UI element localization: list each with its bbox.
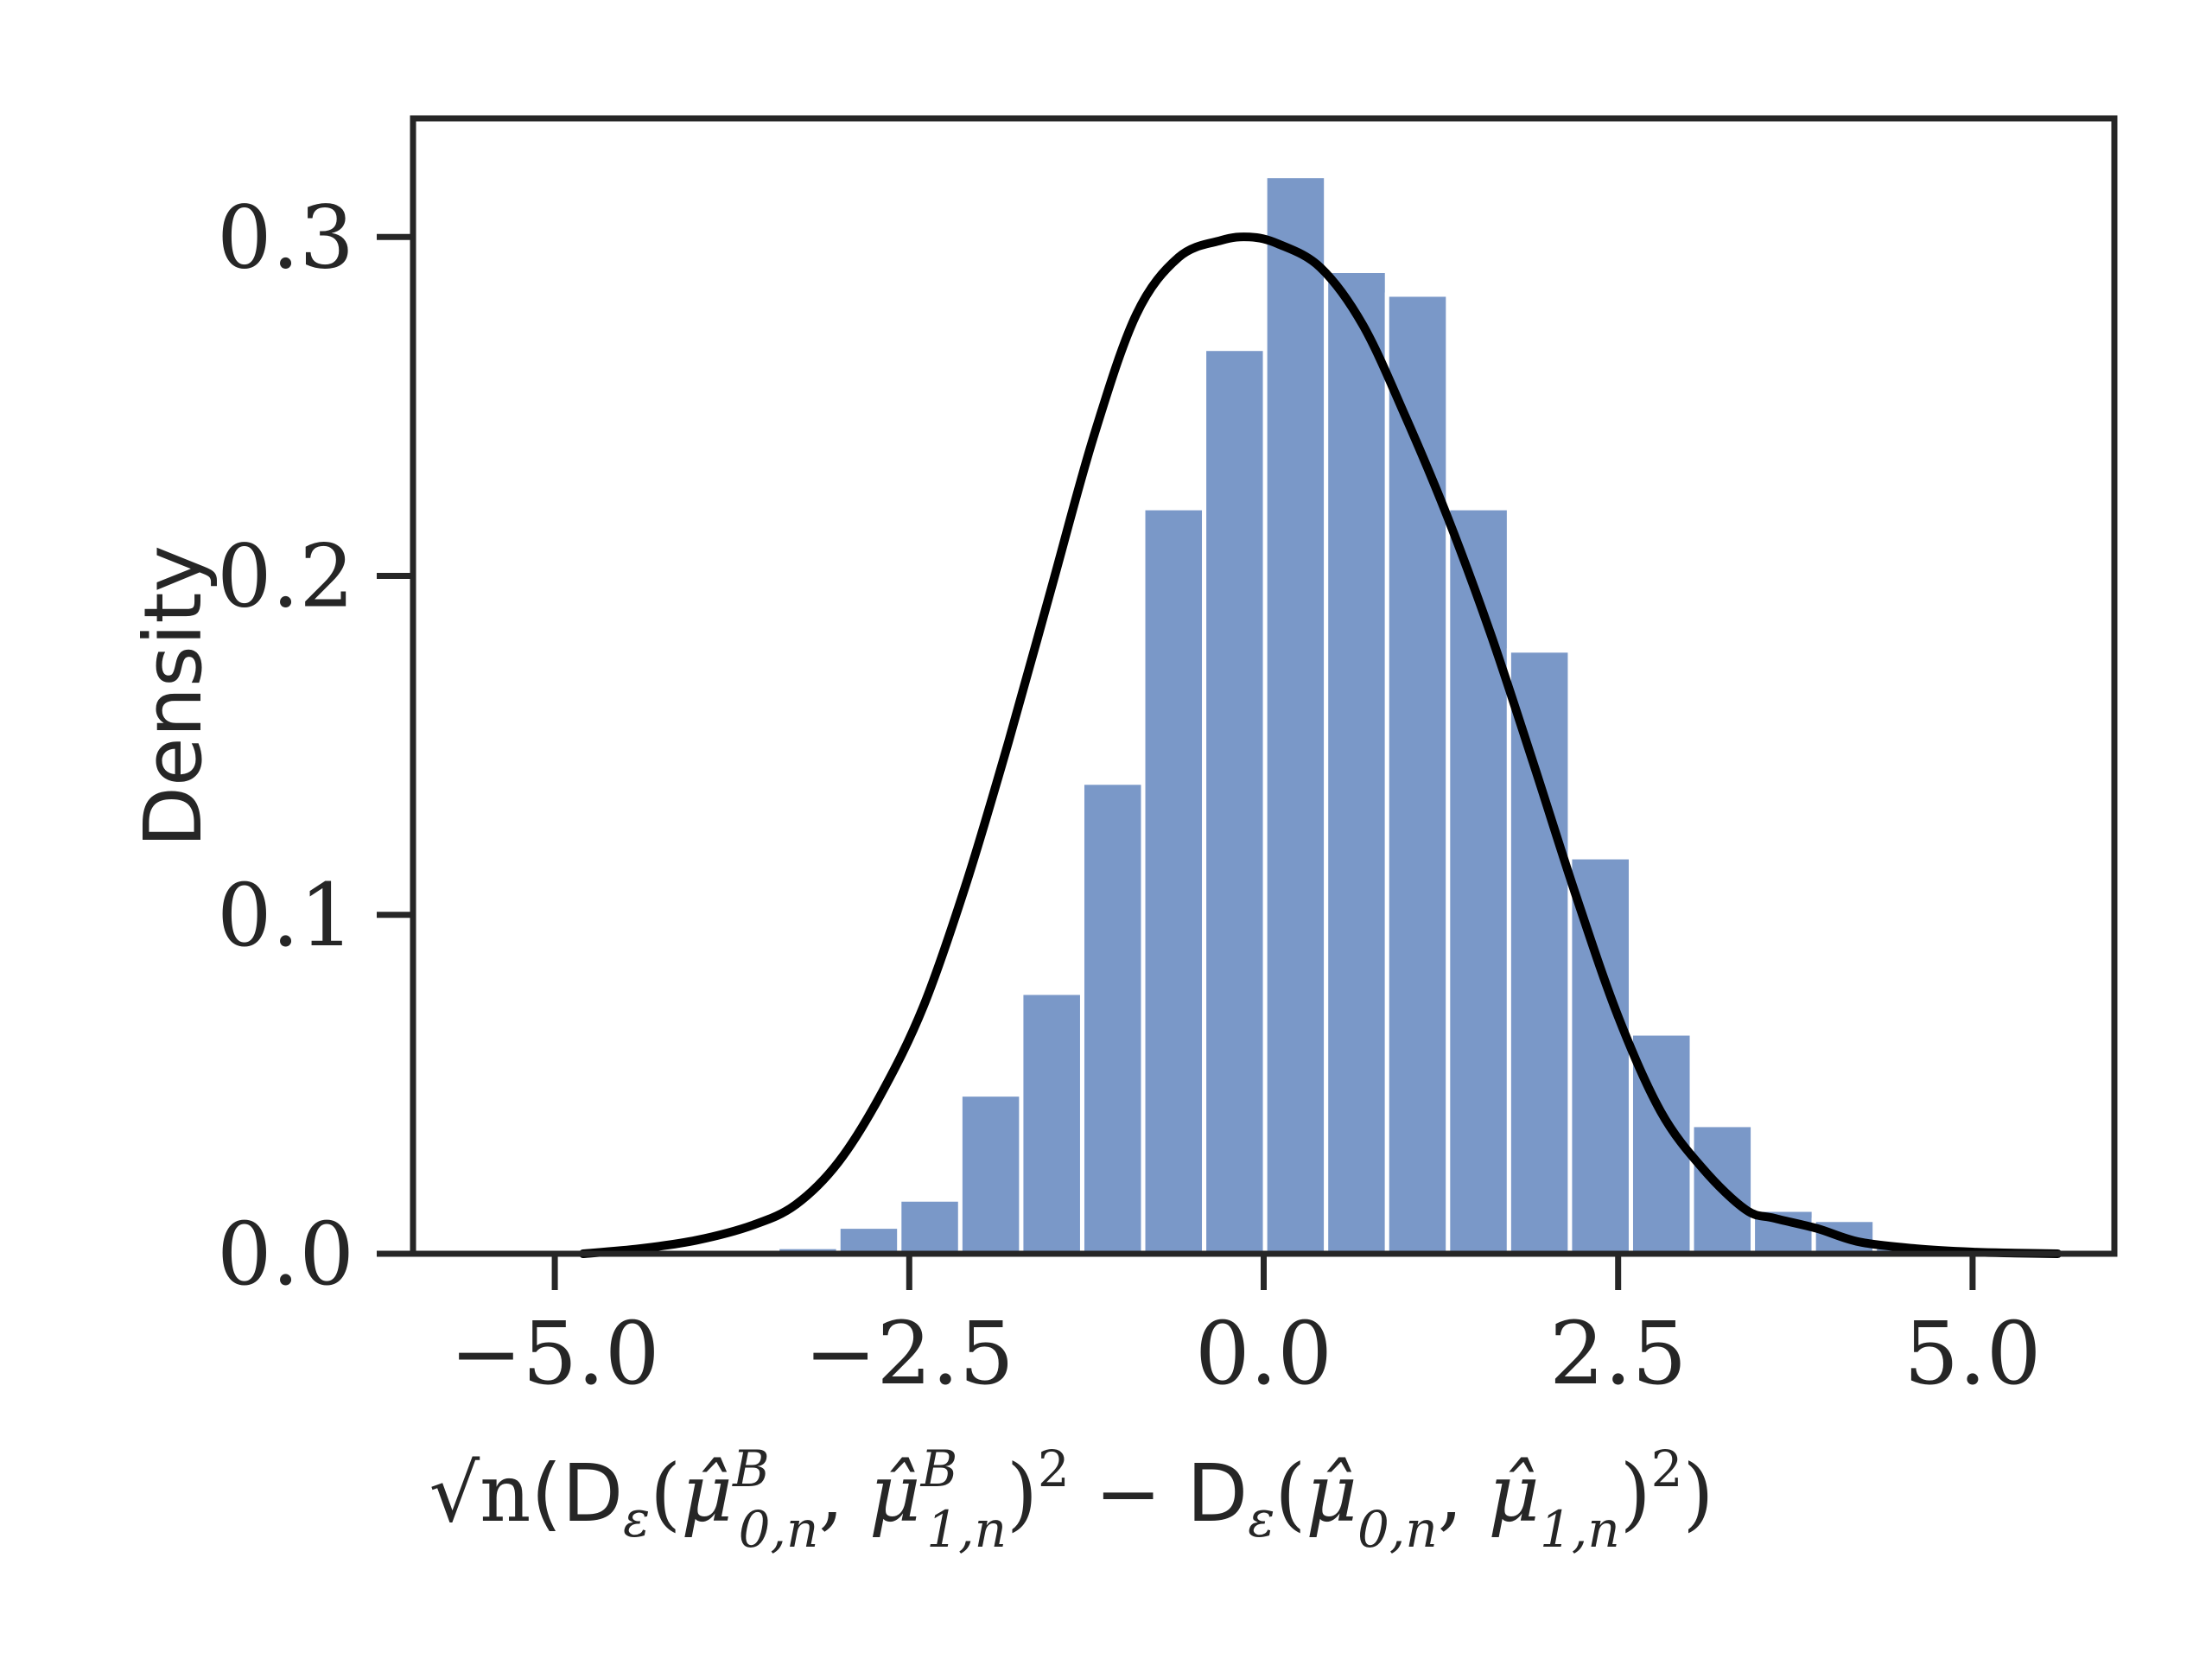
histogram-bar xyxy=(1262,174,1329,1256)
x-tick-label: 5.0 xyxy=(1904,1303,2041,1404)
histogram-bar xyxy=(1446,505,1511,1256)
histogram-bar xyxy=(836,1224,902,1256)
x-tick-label: 0.0 xyxy=(1195,1303,1332,1404)
y-tick-label: 0.1 xyxy=(217,865,354,966)
histogram-bar xyxy=(1506,648,1573,1256)
x-axis: −5.0 −2.5 0.0 2.5 5.0 xyxy=(450,1254,2041,1404)
y-tick-label: 0.3 xyxy=(217,187,354,288)
y-axis: 0.0 0.1 0.2 0.3 xyxy=(217,187,413,1305)
x-tick-label: −2.5 xyxy=(804,1303,1014,1404)
x-tick-label: 2.5 xyxy=(1549,1303,1687,1404)
histogram-bar xyxy=(897,1197,963,1256)
x-axis-label-eps: ε xyxy=(623,1490,650,1548)
histogram-bar xyxy=(1202,346,1268,1256)
y-tick-label: 0.0 xyxy=(217,1204,354,1305)
y-axis-label: Density xyxy=(127,545,219,848)
x-axis-label-open: (D xyxy=(531,1447,623,1540)
x-tick-label: −5.0 xyxy=(450,1303,660,1404)
histogram-bars xyxy=(775,174,1938,1256)
histogram-bar xyxy=(1019,990,1084,1256)
y-tick-label: 0.2 xyxy=(217,526,354,627)
histogram-bar xyxy=(1141,505,1207,1256)
x-axis-label-sqrt: √n xyxy=(429,1447,531,1540)
histogram-bar xyxy=(1324,269,1389,1256)
x-axis-label: √n(Dε(μ̂B 0,n, μ̂B 1,n)2 − Dε(μ̂0,n, μ̂1,n… xyxy=(429,1440,1714,1559)
histogram-bar xyxy=(957,1092,1024,1256)
kde-curve xyxy=(578,232,2063,1258)
histogram-bar xyxy=(1079,780,1146,1256)
